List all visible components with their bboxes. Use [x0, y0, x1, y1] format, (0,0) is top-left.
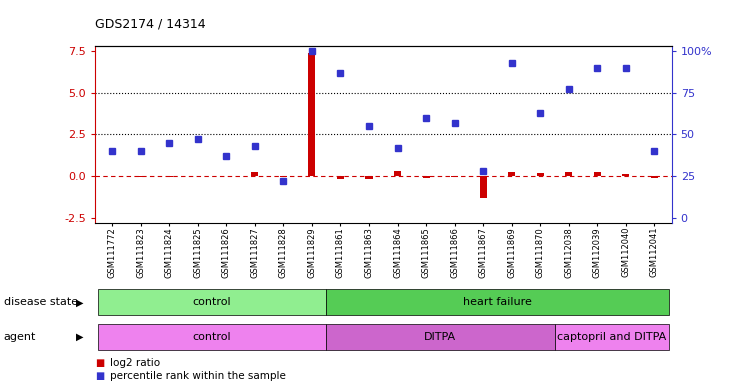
Text: log2 ratio: log2 ratio: [110, 358, 160, 368]
Text: disease state: disease state: [4, 297, 78, 308]
Bar: [366, 176, 372, 179]
Bar: [480, 176, 487, 198]
Text: control: control: [193, 332, 231, 342]
Bar: [280, 176, 287, 177]
Bar: [394, 171, 401, 176]
Bar: [555, 324, 669, 350]
Bar: [308, 53, 315, 176]
Text: ▶: ▶: [77, 297, 84, 308]
Bar: [651, 176, 658, 178]
Text: ■: ■: [95, 358, 104, 368]
Bar: [137, 176, 144, 177]
Bar: [326, 324, 555, 350]
Bar: [623, 174, 629, 176]
Bar: [251, 172, 258, 176]
Text: control: control: [193, 297, 231, 308]
Text: ■: ■: [95, 371, 104, 381]
Text: GDS2174 / 14314: GDS2174 / 14314: [95, 17, 206, 30]
Bar: [565, 172, 572, 176]
Text: ▶: ▶: [77, 332, 84, 342]
Bar: [98, 290, 326, 315]
Bar: [537, 173, 544, 176]
Text: DITPA: DITPA: [424, 332, 456, 342]
Bar: [593, 172, 601, 176]
Text: percentile rank within the sample: percentile rank within the sample: [110, 371, 285, 381]
Bar: [166, 176, 173, 177]
Bar: [423, 176, 430, 178]
Bar: [508, 172, 515, 176]
Bar: [98, 324, 326, 350]
Bar: [326, 290, 669, 315]
Text: captopril and DITPA: captopril and DITPA: [557, 332, 666, 342]
Text: agent: agent: [4, 332, 36, 342]
Bar: [451, 176, 458, 177]
Text: heart failure: heart failure: [463, 297, 532, 308]
Bar: [337, 176, 344, 179]
